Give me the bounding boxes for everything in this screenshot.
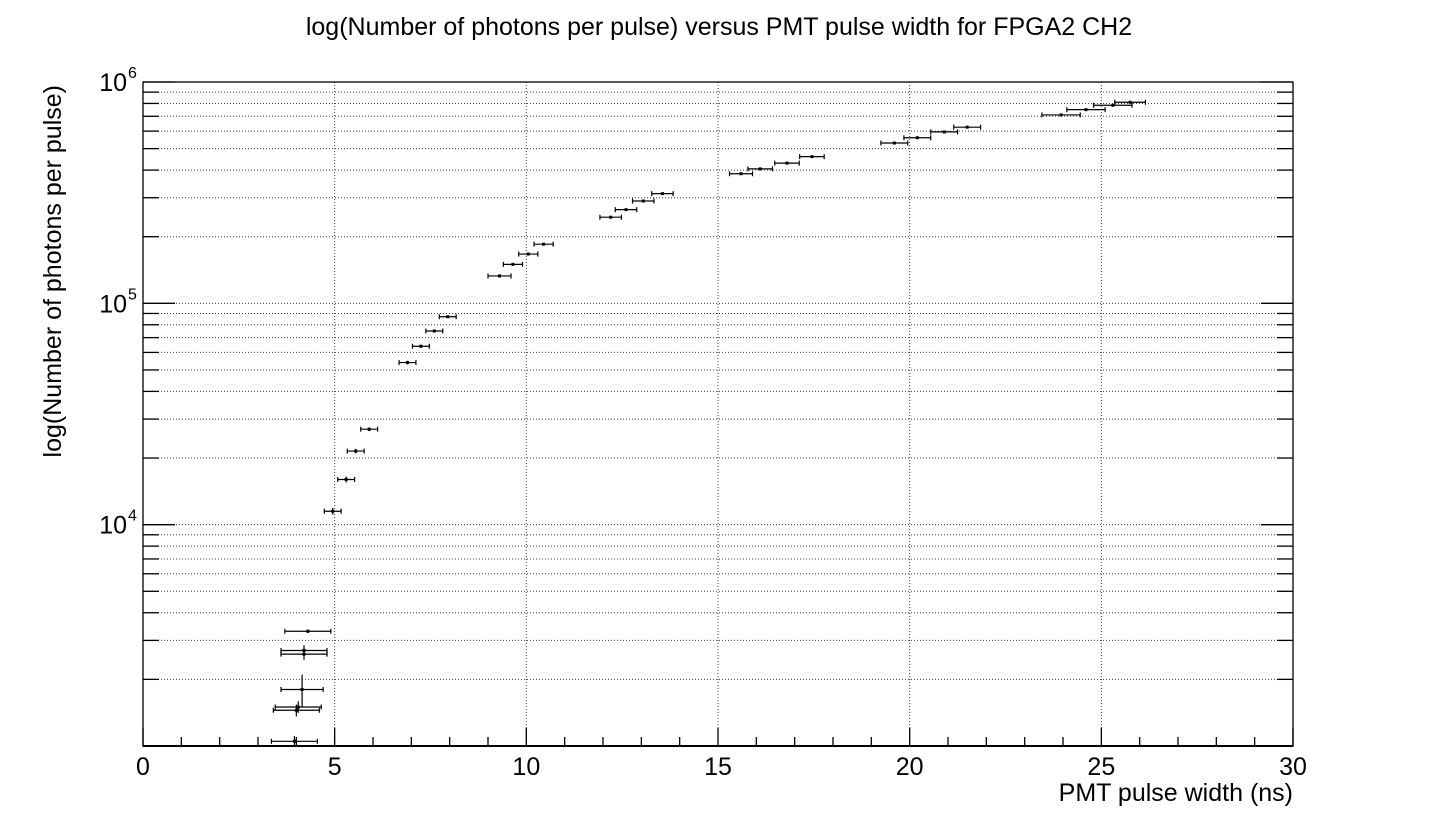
data-point — [747, 166, 774, 172]
data-point — [631, 198, 655, 204]
y-tick-label: 10 6 — [99, 65, 137, 97]
data-marker — [1084, 108, 1088, 112]
data-marker — [354, 449, 358, 453]
data-point — [398, 360, 417, 366]
data-marker — [406, 361, 409, 365]
data-point — [360, 426, 379, 432]
chart-title: log(Number of photons per pulse) versus … — [306, 13, 1132, 41]
data-point — [270, 735, 319, 746]
data-marker — [526, 252, 530, 256]
grid — [143, 82, 1293, 746]
data-point — [930, 129, 959, 135]
data-marker — [1059, 113, 1063, 117]
data-marker — [511, 262, 515, 266]
data-point — [411, 343, 430, 349]
data-marker — [758, 167, 762, 171]
data-point — [284, 628, 332, 634]
y-tick-label-exponent: 5 — [128, 286, 137, 303]
data-marker — [446, 315, 450, 319]
x-tick-label: 25 — [1087, 753, 1115, 781]
data-marker — [1111, 103, 1115, 107]
y-tick-label-exponent: 6 — [128, 65, 137, 82]
data-marker — [300, 687, 304, 691]
data-points — [270, 99, 1147, 746]
data-point — [903, 135, 932, 141]
data-point — [438, 314, 457, 320]
data-point — [487, 273, 512, 279]
data-point — [1093, 102, 1133, 108]
data-point — [651, 191, 674, 197]
y-tick-label-base: 10 — [99, 512, 127, 540]
data-marker — [609, 215, 613, 219]
data-marker — [296, 705, 300, 709]
x-tick-label: 0 — [136, 753, 150, 781]
data-point — [728, 171, 754, 177]
data-point — [1066, 107, 1106, 113]
y-tick-label: 10 4 — [99, 508, 137, 540]
y-tick-label-exponent: 4 — [128, 508, 137, 525]
data-point — [280, 645, 328, 657]
data-point — [614, 207, 638, 213]
data-marker — [344, 477, 348, 481]
data-marker — [810, 155, 814, 159]
data-point — [953, 124, 982, 130]
x-tick-label: 5 — [328, 753, 342, 781]
x-tick-label: 10 — [512, 753, 540, 781]
data-marker — [915, 136, 919, 140]
data-marker — [739, 172, 743, 176]
data-point — [518, 251, 539, 257]
y-tick-label: 10 5 — [99, 286, 137, 318]
data-point — [799, 154, 825, 160]
data-marker — [432, 329, 436, 333]
x-tick-label: 15 — [704, 753, 732, 781]
data-marker — [892, 141, 896, 145]
data-marker — [302, 649, 306, 653]
data-marker — [965, 125, 969, 129]
data-point — [774, 160, 800, 166]
data-marker — [942, 130, 946, 134]
data-point — [280, 674, 324, 708]
data-marker — [498, 274, 501, 278]
data-marker — [419, 344, 423, 348]
axis-ticks — [142, 81, 1294, 747]
x-tick-labels: 0 5 10 15 20 25 30 — [136, 753, 1307, 781]
y-tick-label-base: 10 — [99, 69, 127, 97]
data-point — [599, 214, 623, 220]
data-marker — [624, 208, 628, 212]
x-axis-title: PMT pulse width (ns) — [1059, 779, 1293, 807]
data-point — [880, 140, 909, 146]
data-marker — [294, 708, 298, 712]
data-marker — [306, 629, 310, 633]
y-tick-label-base: 10 — [99, 290, 127, 318]
data-point — [274, 701, 322, 713]
data-point — [323, 507, 342, 515]
data-marker — [542, 242, 546, 246]
data-point — [1041, 112, 1081, 118]
x-tick-label: 30 — [1279, 753, 1307, 781]
data-point — [425, 328, 444, 334]
data-point — [502, 261, 524, 267]
data-marker — [367, 427, 371, 431]
data-marker — [1128, 100, 1132, 104]
x-tick-label: 20 — [896, 753, 924, 781]
data-point — [337, 476, 356, 483]
data-marker — [641, 199, 645, 203]
data-marker — [292, 739, 296, 743]
data-point — [533, 241, 554, 247]
y-axis-title: log(Number of photons per pulse) — [39, 85, 67, 457]
data-point — [1114, 99, 1147, 105]
data-marker — [331, 509, 335, 513]
data-point — [346, 448, 365, 454]
data-marker — [785, 161, 789, 165]
data-point — [272, 704, 320, 717]
data-marker — [660, 192, 664, 196]
